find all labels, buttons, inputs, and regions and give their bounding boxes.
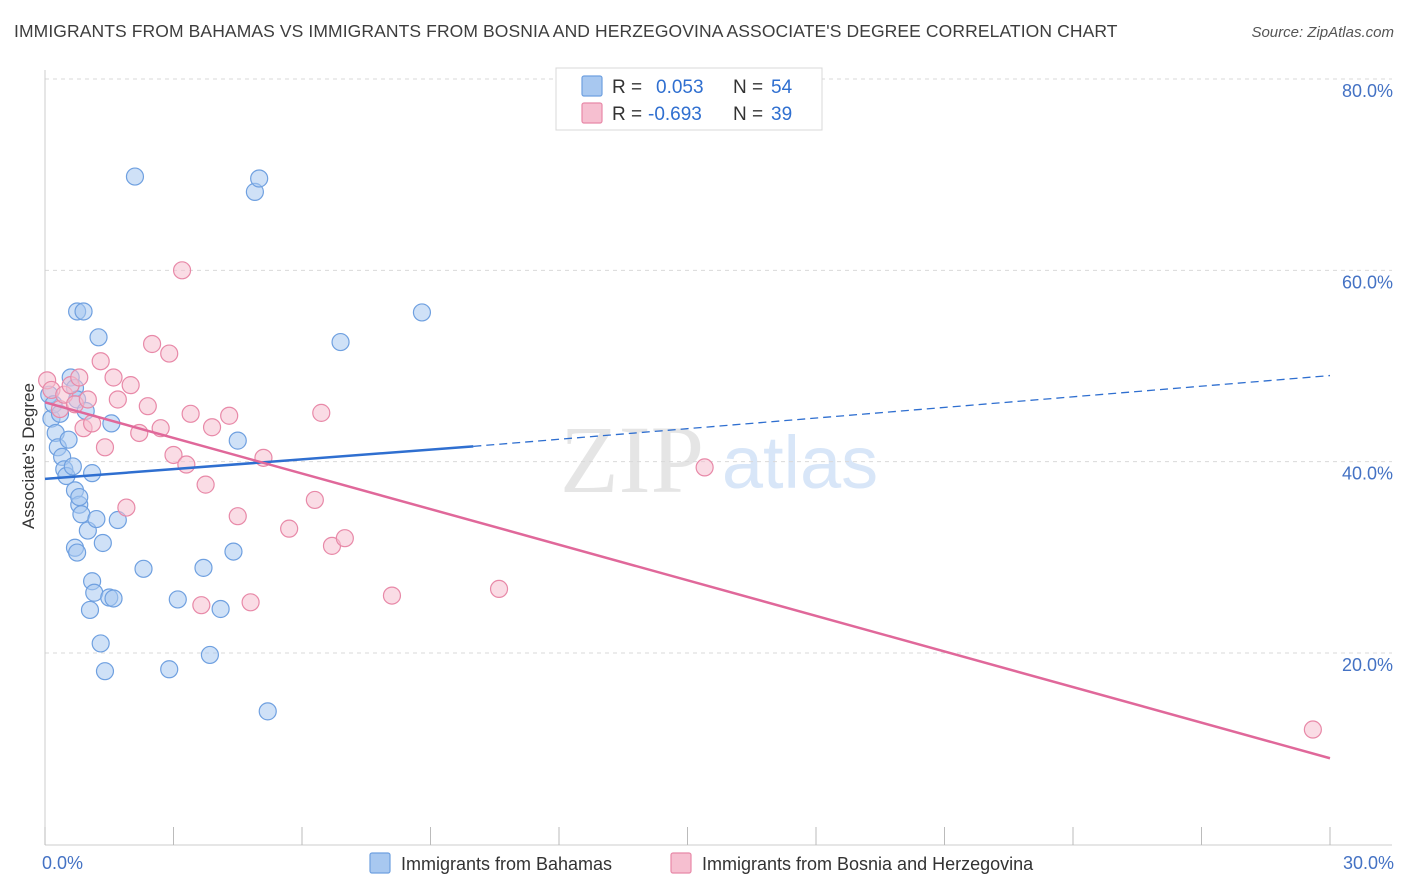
point-bahamas-49 <box>331 332 350 352</box>
point-bahamas-40 <box>168 590 187 609</box>
point-bosnia-6 <box>70 368 89 387</box>
point-bosnia-28 <box>220 406 239 425</box>
point-bosnia-14 <box>117 498 136 517</box>
legend-bottom-swatch-bahamas <box>369 852 391 874</box>
point-bosnia-15 <box>121 376 140 395</box>
point-bahamas-42 <box>200 645 220 665</box>
watermark-zip: ZIP <box>560 406 704 513</box>
y-tick-label-20: 20.0% <box>1342 655 1393 675</box>
point-bahamas-26 <box>83 464 102 483</box>
legend-n-label-bahamas: N = <box>733 77 763 98</box>
point-bahamas-50 <box>412 303 432 322</box>
watermark: ZIP atlas <box>560 406 878 513</box>
trendline-bahamas-extension <box>473 374 1331 448</box>
legend-bottom-swatch-bosnia <box>670 852 692 874</box>
point-bosnia-21 <box>164 445 183 465</box>
gridlines <box>45 78 1392 654</box>
y-tick-label-80: 80.0% <box>1342 81 1393 101</box>
y-tick-label-40: 40.0% <box>1342 464 1393 484</box>
point-bosnia-36 <box>335 529 354 548</box>
legend-bottom-label-bahamas: Immigrants from Bahamas <box>401 854 612 874</box>
point-bosnia-11 <box>95 438 115 457</box>
point-bosnia-26 <box>196 475 215 494</box>
x-tick-label-max: 30.0% <box>1343 853 1394 873</box>
point-bahamas-29 <box>89 328 108 347</box>
point-bahamas-9 <box>59 430 78 449</box>
legend-n-value-bahamas: 54 <box>771 77 793 98</box>
point-bosnia-27 <box>202 418 222 437</box>
x-tick-label-min: 0.0% <box>42 853 83 873</box>
chart-source: Source: ZipAtlas.com <box>1251 24 1394 41</box>
point-bahamas-18 <box>70 487 89 507</box>
point-bahamas-28 <box>87 509 106 529</box>
y-tick-label-60: 60.0% <box>1342 272 1393 292</box>
point-bahamas-41 <box>194 558 213 577</box>
legend-swatch-bosnia <box>581 102 603 124</box>
point-bahamas-36 <box>108 510 127 530</box>
point-bosnia-38 <box>489 579 509 599</box>
point-bahamas-17 <box>68 543 87 562</box>
point-bahamas-32 <box>95 662 115 681</box>
point-bahamas-21 <box>74 302 93 321</box>
point-bosnia-23 <box>177 455 196 474</box>
legend-bottom-label-bosnia: Immigrants from Bosnia and Herzegovina <box>702 854 1034 874</box>
trendline-bosnia <box>44 401 1331 760</box>
x-ticks <box>44 827 1331 845</box>
legend-r-label-bahamas: R = <box>612 77 642 98</box>
legend-bottom: Immigrants from Bahamas Immigrants from … <box>369 852 1034 874</box>
point-bahamas-19 <box>72 505 91 524</box>
legend-r-value-bahamas: 0.053 <box>656 77 704 98</box>
point-bahamas-48 <box>258 702 277 721</box>
point-bosnia-37 <box>382 586 402 605</box>
point-bosnia-8 <box>78 390 97 409</box>
point-bahamas-24 <box>80 600 100 620</box>
watermark-atlas: atlas <box>722 421 878 504</box>
legend-n-label-bosnia: N = <box>733 104 763 125</box>
point-bosnia-18 <box>142 334 162 354</box>
point-bosnia-34 <box>312 403 331 422</box>
point-bosnia-40 <box>1303 720 1322 739</box>
point-bosnia-39 <box>695 458 714 477</box>
point-bosnia-30 <box>241 593 260 612</box>
point-bahamas-47 <box>250 169 269 188</box>
point-bahamas-44 <box>224 542 243 561</box>
y-tick-labels: 20.0% 40.0% 60.0% 80.0% <box>1342 81 1393 675</box>
point-bosnia-24 <box>181 404 200 423</box>
point-bosnia-12 <box>104 368 123 387</box>
axes <box>44 70 1392 846</box>
legend-r-label-bosnia: R = <box>612 104 642 125</box>
point-bahamas-27 <box>85 583 104 602</box>
legend-r-value-bosnia: -0.693 <box>648 104 702 125</box>
chart-title: IMMIGRANTS FROM BAHAMAS VS IMMIGRANTS FR… <box>14 21 1118 41</box>
point-bosnia-20 <box>160 344 179 363</box>
point-bahamas-43 <box>211 599 230 619</box>
point-bahamas-31 <box>93 533 112 553</box>
scatter-points <box>38 167 1322 739</box>
trend-lines <box>44 374 1331 760</box>
point-bahamas-39 <box>160 660 179 679</box>
point-bosnia-10 <box>91 352 110 371</box>
point-bahamas-38 <box>134 559 153 578</box>
point-bahamas-45 <box>228 431 247 450</box>
legend-swatch-bahamas <box>581 75 603 97</box>
legend-n-value-bosnia: 39 <box>771 104 792 125</box>
point-bahamas-11 <box>63 457 82 476</box>
point-bosnia-33 <box>305 490 324 510</box>
point-bahamas-30 <box>91 634 110 653</box>
y-axis-title: Associate's Degree <box>19 383 38 529</box>
point-bosnia-13 <box>108 390 127 409</box>
point-bosnia-32 <box>280 519 299 538</box>
point-bahamas-35 <box>104 589 123 608</box>
point-bosnia-25 <box>192 596 211 615</box>
point-bosnia-17 <box>138 397 157 416</box>
legend-top: R = 0.053 N = 54 R = -0.693 N = 39 <box>555 67 823 131</box>
point-bahamas-37 <box>125 167 145 186</box>
point-bosnia-29 <box>228 507 247 526</box>
point-bosnia-22 <box>172 261 192 280</box>
